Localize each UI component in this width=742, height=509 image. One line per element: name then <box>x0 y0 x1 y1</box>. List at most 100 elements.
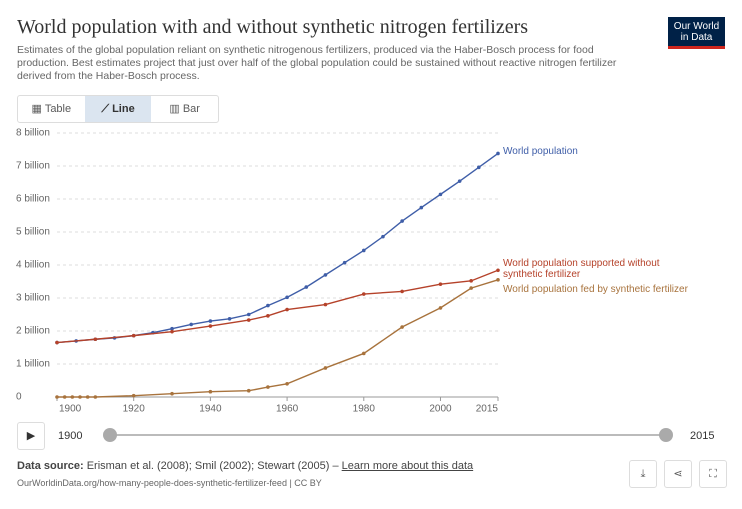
point <box>400 219 404 223</box>
point <box>266 385 270 389</box>
point <box>323 366 328 370</box>
point <box>323 273 328 277</box>
y-tick-label: 1 billion <box>16 359 50 370</box>
tab-label: Bar <box>182 103 200 115</box>
point <box>266 303 270 308</box>
point <box>469 279 473 283</box>
point <box>208 324 213 328</box>
point <box>170 326 174 331</box>
timeline-start: 1900 <box>58 430 83 442</box>
point <box>457 179 462 183</box>
point <box>285 382 289 386</box>
share-button[interactable]: ⋖ <box>664 460 692 488</box>
x-tick-label: 2015 <box>476 404 499 415</box>
y-tick-label: 6 billion <box>16 194 50 205</box>
point <box>55 395 59 399</box>
point <box>208 389 213 394</box>
series-line <box>57 279 499 398</box>
series-line <box>56 152 499 344</box>
point <box>496 151 500 156</box>
point <box>266 314 270 318</box>
chart: 0 1 billion 2 billion 3 billion 4 billion 5 b… <box>16 128 500 415</box>
point <box>361 292 366 296</box>
point <box>304 285 309 289</box>
point <box>342 260 347 265</box>
source: Data source: Erisman et al. (2008); Smil… <box>17 460 473 472</box>
logo-text: Our World <box>673 21 720 32</box>
point <box>285 307 289 312</box>
tabs: ▦ Table ⟋ Line ▥ Bar <box>17 95 219 123</box>
point <box>246 388 251 393</box>
point <box>227 316 232 321</box>
y-tick-label: 5 billion <box>16 227 50 238</box>
y-tick-label: 8 billion <box>16 128 50 139</box>
y-tick-label: 4 billion <box>16 260 50 271</box>
point <box>477 165 481 170</box>
point <box>323 302 328 307</box>
point <box>381 234 385 239</box>
point <box>93 395 98 399</box>
point <box>131 393 136 398</box>
point <box>55 340 59 345</box>
point <box>85 395 90 399</box>
point <box>438 282 443 286</box>
point <box>62 395 67 399</box>
series-label[interactable]: World population supported without synth… <box>503 258 660 280</box>
play-button[interactable]: ▶ <box>17 422 45 450</box>
tab[interactable]: ▦ Table <box>31 103 72 115</box>
point <box>246 318 251 322</box>
point <box>361 248 366 253</box>
point <box>208 319 213 323</box>
point <box>496 268 500 273</box>
point <box>400 325 404 329</box>
series-label[interactable]: World population fed by synthetic fertil… <box>503 284 688 295</box>
y-tick-label: 0 <box>16 392 22 403</box>
tab[interactable]: ▥ Bar <box>169 103 200 115</box>
url: OurWorldinData.org/how-many-people-does-… <box>17 478 322 488</box>
x-tick-label: 1920 <box>123 404 146 415</box>
point <box>78 395 82 399</box>
point <box>419 205 424 210</box>
download-button[interactable]: ⤓ <box>629 460 657 488</box>
point <box>70 395 75 399</box>
subtitle: Estimates of the global population relia… <box>17 44 617 82</box>
point <box>400 289 404 294</box>
point <box>438 306 443 310</box>
point <box>131 333 136 338</box>
point <box>170 329 174 334</box>
x-tick-label: 1900 <box>59 404 82 415</box>
point <box>361 351 366 356</box>
timeline-handle[interactable] <box>103 428 117 442</box>
fullscreen-button[interactable]: ⛶ <box>699 460 727 488</box>
timeline-end: 2015 <box>690 430 715 442</box>
point <box>93 337 98 342</box>
y-tick-label: 3 billion <box>16 293 50 304</box>
point <box>438 192 443 197</box>
tab-label: Line <box>112 103 135 115</box>
y-tick-label: 7 billion <box>16 161 50 172</box>
logo-text: in Data <box>680 32 713 43</box>
point <box>189 322 194 327</box>
logo[interactable]: Our World in Data <box>668 17 725 49</box>
x-tick-label: 1940 <box>199 404 222 415</box>
series-label[interactable]: World population <box>503 146 578 158</box>
point <box>285 295 289 300</box>
x-tick-label: 1980 <box>353 404 376 415</box>
title: World population with and without synthe… <box>17 16 529 38</box>
tab-label: Table <box>44 103 72 115</box>
x-tick-label: 1960 <box>276 404 299 415</box>
sources: Erisman et al. (2008); Smil (2002); Stew… <box>86 460 339 472</box>
point <box>469 286 473 290</box>
learn-more[interactable]: Learn more about this data <box>341 460 474 472</box>
y-tick-label: 2 billion <box>16 326 50 337</box>
source-label: Data source: <box>17 460 84 472</box>
point <box>170 391 174 396</box>
timeline-handle[interactable] <box>659 428 673 442</box>
point <box>496 278 500 282</box>
series-line <box>56 269 499 344</box>
timeline-track <box>110 434 666 436</box>
tab-active[interactable]: ⟋ Line <box>84 96 152 122</box>
point <box>246 312 251 317</box>
x-tick-label: 2000 <box>429 404 452 415</box>
